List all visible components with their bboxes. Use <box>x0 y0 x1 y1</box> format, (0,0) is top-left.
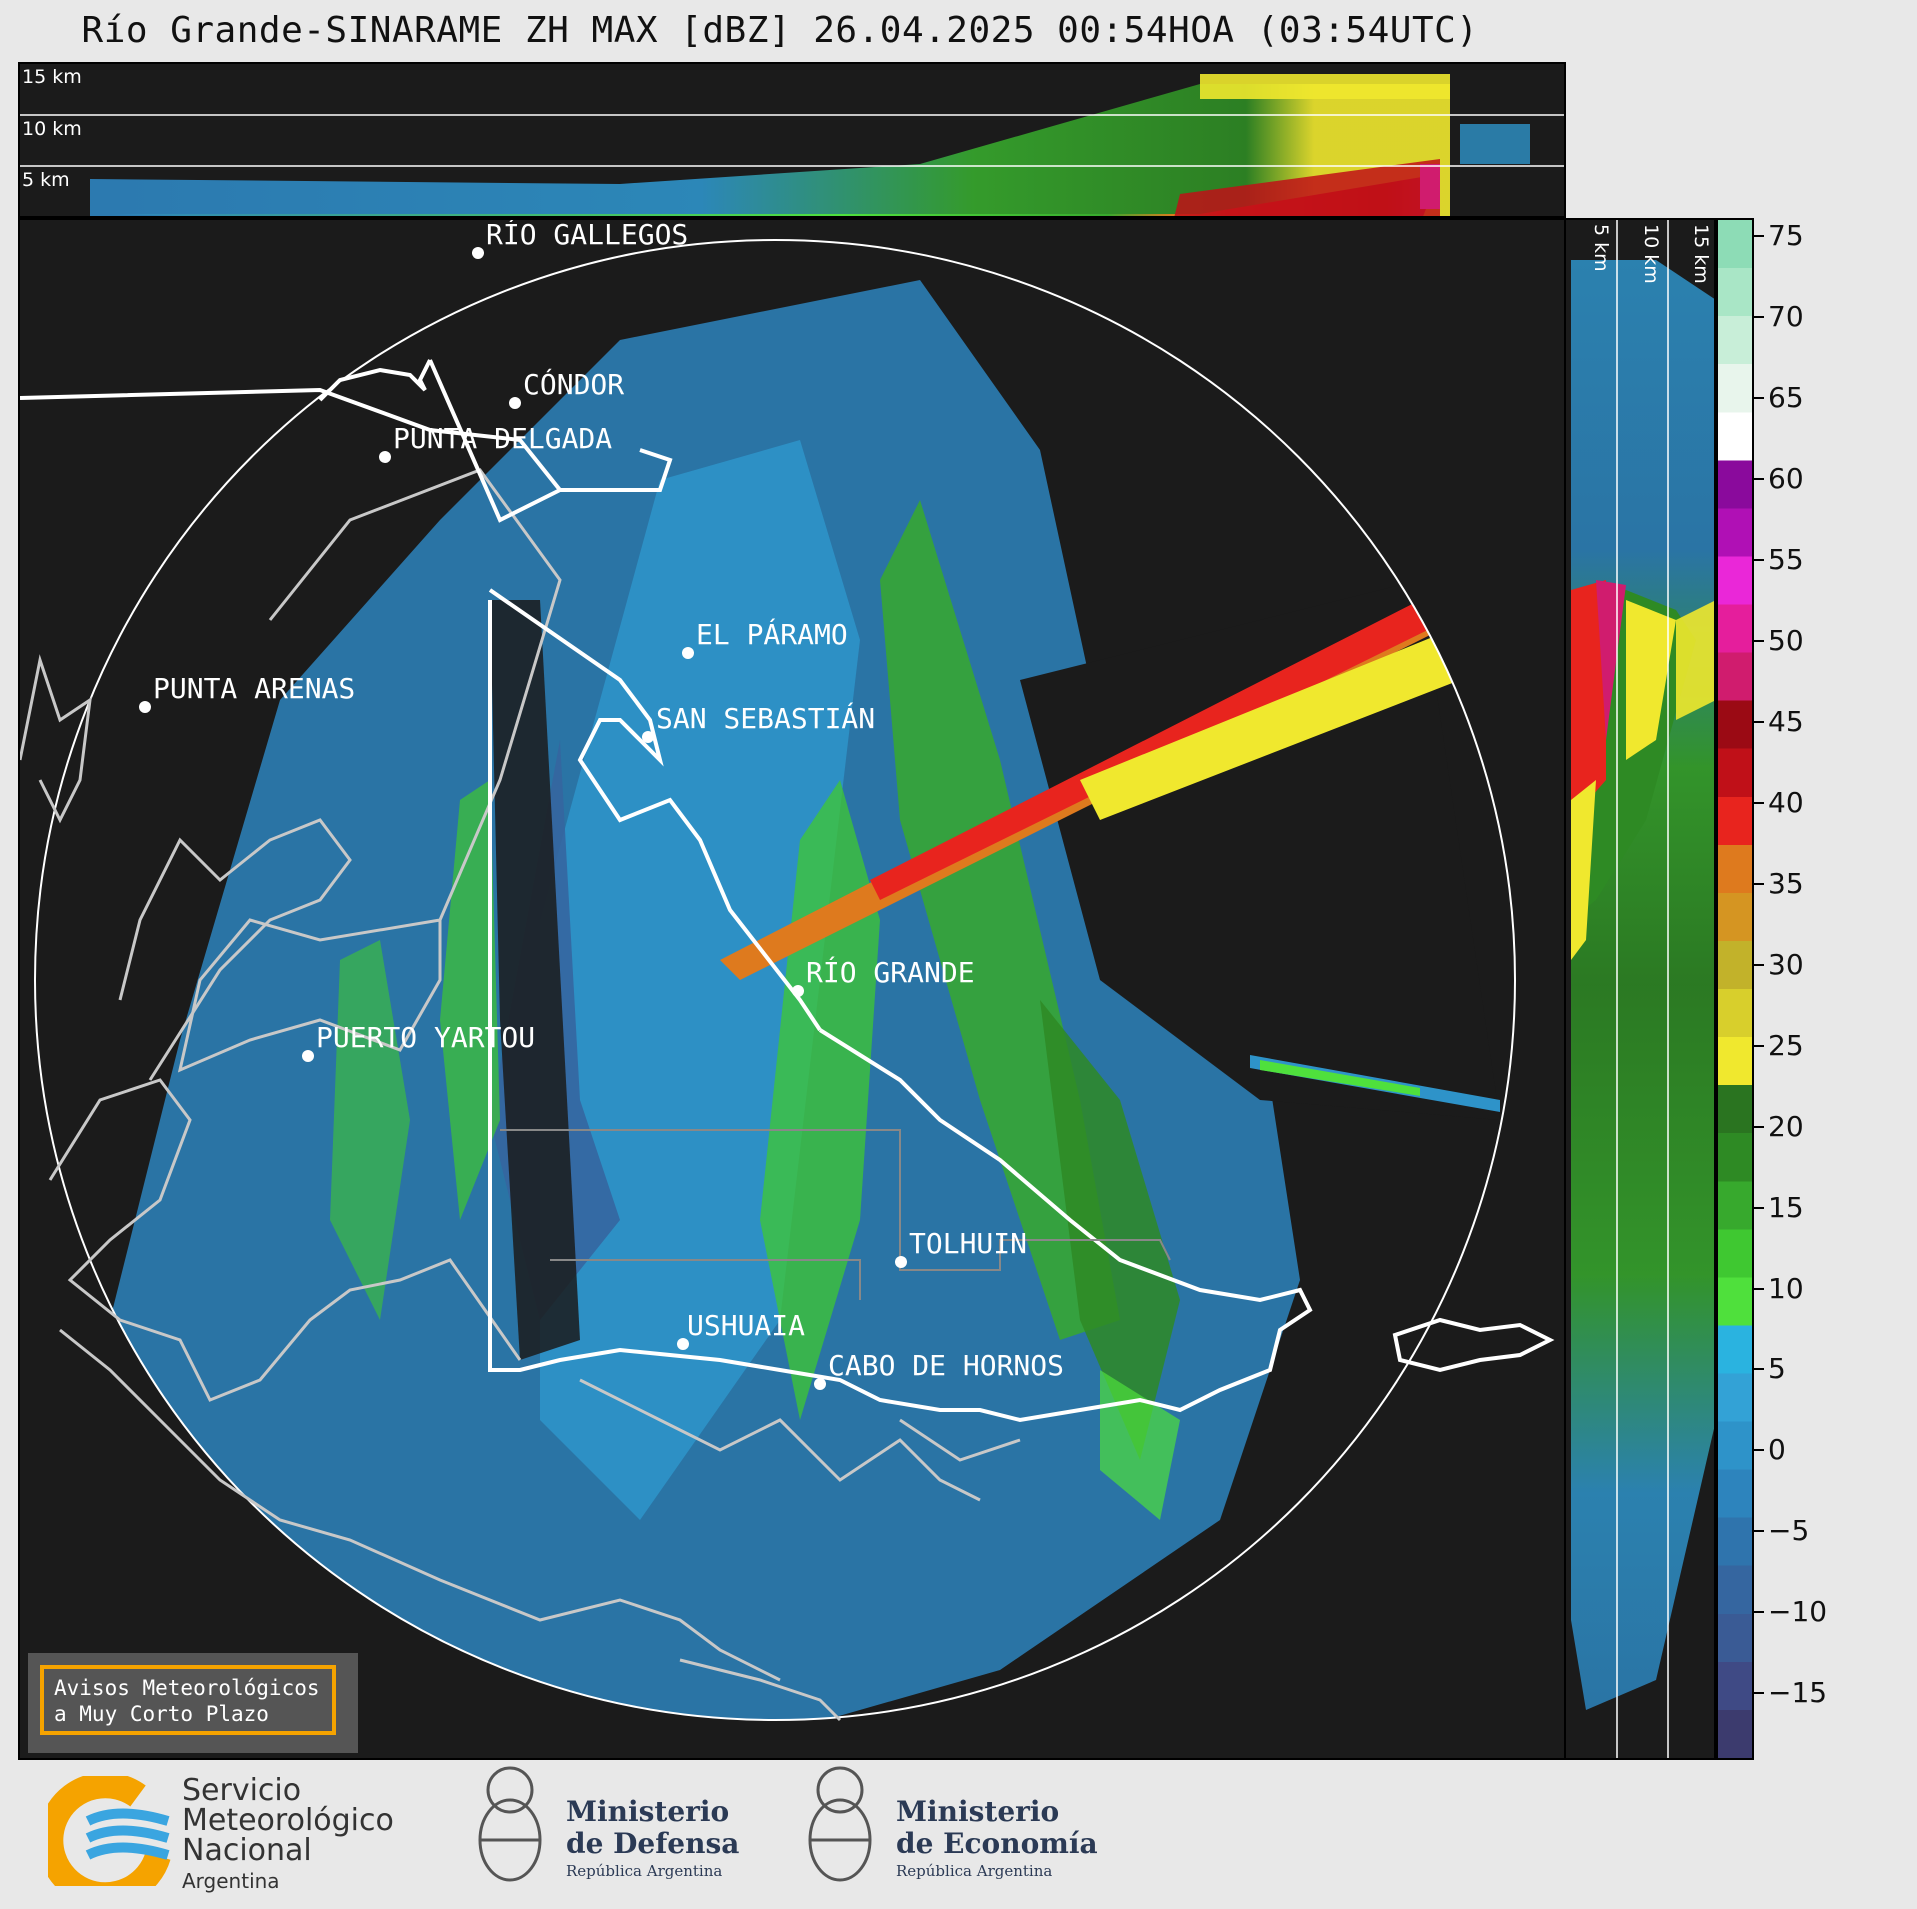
colorbar-tick-label: 0 <box>1768 1433 1786 1467</box>
radar-map: RÍO GALLEGOS CÓNDOR PUNTA DELGADA PUNTA … <box>18 218 1566 1760</box>
colorbar-tick-label: 75 <box>1768 219 1804 253</box>
marker-ushuaia <box>677 1338 689 1350</box>
marker-condor <box>509 397 521 409</box>
label-punta-delgada: PUNTA DELGADA <box>393 422 612 455</box>
smn-line1: Servicio <box>182 1773 302 1808</box>
colorbar-tick <box>1754 1692 1764 1695</box>
marker-tolhuin <box>895 1256 907 1268</box>
place-labels: RÍO GALLEGOS CÓNDOR PUNTA DELGADA PUNTA … <box>153 220 1064 1382</box>
colorbar-tick <box>1754 235 1764 238</box>
marker-punta-delgada <box>379 451 391 463</box>
label-el-paramo: EL PÁRAMO <box>696 617 848 651</box>
height-label-15km: 15 km <box>22 66 82 88</box>
label-tolhuin: TOLHUIN <box>909 1227 1027 1260</box>
side-vertical-profile: 5 km 10 km 15 km <box>1564 218 1716 1760</box>
colorbar-tick <box>1754 639 1764 642</box>
colorbar-tick-label: −10 <box>1768 1595 1828 1629</box>
colorbar-tick-label: 10 <box>1768 1271 1804 1305</box>
colorbar-tick <box>1754 1368 1764 1371</box>
colorbar-tick <box>1754 1125 1764 1128</box>
colorbar-tick-label: 30 <box>1768 947 1804 981</box>
colorbar-tick-label: −5 <box>1768 1514 1810 1548</box>
colorbar-tick-label: −15 <box>1768 1676 1828 1710</box>
colorbar-tick <box>1754 1287 1764 1290</box>
colorbar-tick-label: 35 <box>1768 866 1804 900</box>
label-condor: CÓNDOR <box>523 367 624 401</box>
defensa-coat-of-arms-icon <box>470 1760 550 1900</box>
label-rio-grande: RÍO GRANDE <box>806 955 975 989</box>
avisos-line2: a Muy Corto Plazo <box>54 1702 269 1726</box>
height-label-5km: 5 km <box>22 169 70 191</box>
marker-el-paramo <box>682 647 694 659</box>
defensa-line3: República Argentina <box>566 1862 723 1880</box>
label-punta-arenas: PUNTA ARENAS <box>153 672 355 705</box>
height-label-10km: 10 km <box>22 118 82 140</box>
colorbar-tick-label: 70 <box>1768 300 1804 334</box>
colorbar-tick-label: 40 <box>1768 785 1804 819</box>
side-profile-plot <box>1571 220 1714 1758</box>
colorbar-tick <box>1754 1206 1764 1209</box>
smn-line3: Nacional <box>182 1833 312 1868</box>
colorbar-tick <box>1754 720 1764 723</box>
marker-san-sebastian <box>642 731 654 743</box>
defensa-logo-text: Ministerio de Defensa República Argentin… <box>566 1796 739 1882</box>
label-san-sebastian: SAN SEBASTIÁN <box>656 701 875 735</box>
colorbar-tick <box>1754 478 1764 481</box>
colorbar-tick <box>1754 1611 1764 1614</box>
colorbar-tick-label: 50 <box>1768 623 1804 657</box>
colorbar-tick <box>1754 1449 1764 1452</box>
colorbar-tick-label: 45 <box>1768 704 1804 738</box>
radar-map-plot: RÍO GALLEGOS CÓNDOR PUNTA DELGADA PUNTA … <box>20 220 1555 1722</box>
label-ushuaia: USHUAIA <box>687 1309 805 1342</box>
smn-line2: Meteorológico <box>182 1803 394 1838</box>
place-markers <box>139 247 907 1390</box>
smn-logo-icon <box>37 1772 178 1909</box>
page-title: Río Grande-SINARAME ZH MAX [dBZ] 26.04.2… <box>81 10 1479 51</box>
avisos-label: Avisos Meteorológicos a Muy Corto Plazo <box>40 1665 336 1735</box>
borders <box>20 359 1555 1423</box>
top-profile-plot <box>20 74 1564 216</box>
colorbar-tick-label: 55 <box>1768 542 1804 576</box>
colorbar-tick-label: 15 <box>1768 1190 1804 1224</box>
top-vertical-profile: 15 km 10 km 5 km <box>18 62 1566 218</box>
colorbar-tick <box>1754 316 1764 319</box>
economia-coat-of-arms-icon <box>800 1760 880 1900</box>
colorbar-tick <box>1754 963 1764 966</box>
side-height-label-15km: 15 km <box>1690 224 1712 284</box>
colorbar-tick-label: 20 <box>1768 1109 1804 1143</box>
economia-line2: de Economía <box>896 1827 1098 1860</box>
marker-puerto-yartou <box>302 1050 314 1062</box>
colorbar-tick-label: 25 <box>1768 1028 1804 1062</box>
defensa-line2: de Defensa <box>566 1827 740 1860</box>
defensa-line1: Ministerio <box>566 1795 730 1828</box>
colorbar-tick-label: 65 <box>1768 381 1804 415</box>
reflectivity-field <box>110 280 1500 1720</box>
economia-line3: República Argentina <box>896 1862 1053 1880</box>
label-rio-gallegos: RÍO GALLEGOS <box>486 220 688 251</box>
coastlines <box>20 468 1021 1722</box>
economia-line1: Ministerio <box>896 1795 1060 1828</box>
colorbar-tick <box>1754 801 1764 804</box>
colorbar-tick <box>1754 1530 1764 1533</box>
side-height-label-10km: 10 km <box>1640 224 1662 284</box>
avisos-line1: Avisos Meteorológicos <box>54 1676 320 1700</box>
marker-rio-gallegos <box>472 247 484 259</box>
avisos-box: Avisos Meteorológicos a Muy Corto Plazo <box>28 1653 358 1753</box>
marker-cabo-de-hornos <box>814 1378 826 1390</box>
economia-logo-text: Ministerio de Economía República Argenti… <box>896 1796 1098 1882</box>
marker-rio-grande <box>792 985 804 997</box>
colorbar-tick <box>1754 882 1764 885</box>
side-height-label-5km: 5 km <box>1590 224 1612 272</box>
label-puerto-yartou: PUERTO YARTOU <box>316 1021 535 1054</box>
label-cabo-de-hornos: CABO DE HORNOS <box>828 1349 1064 1382</box>
smn-line4: Argentina <box>182 1869 280 1893</box>
colorbar-tick-label: 5 <box>1768 1352 1786 1386</box>
colorbar <box>1716 218 1754 1760</box>
marker-punta-arenas <box>139 701 151 713</box>
colorbar-tick <box>1754 558 1764 561</box>
colorbar-tick <box>1754 1044 1764 1047</box>
colorbar-tick <box>1754 397 1764 400</box>
smn-logo-text: Servicio Meteorológico Nacional Argentin… <box>182 1776 394 1896</box>
colorbar-tick-label: 60 <box>1768 462 1804 496</box>
